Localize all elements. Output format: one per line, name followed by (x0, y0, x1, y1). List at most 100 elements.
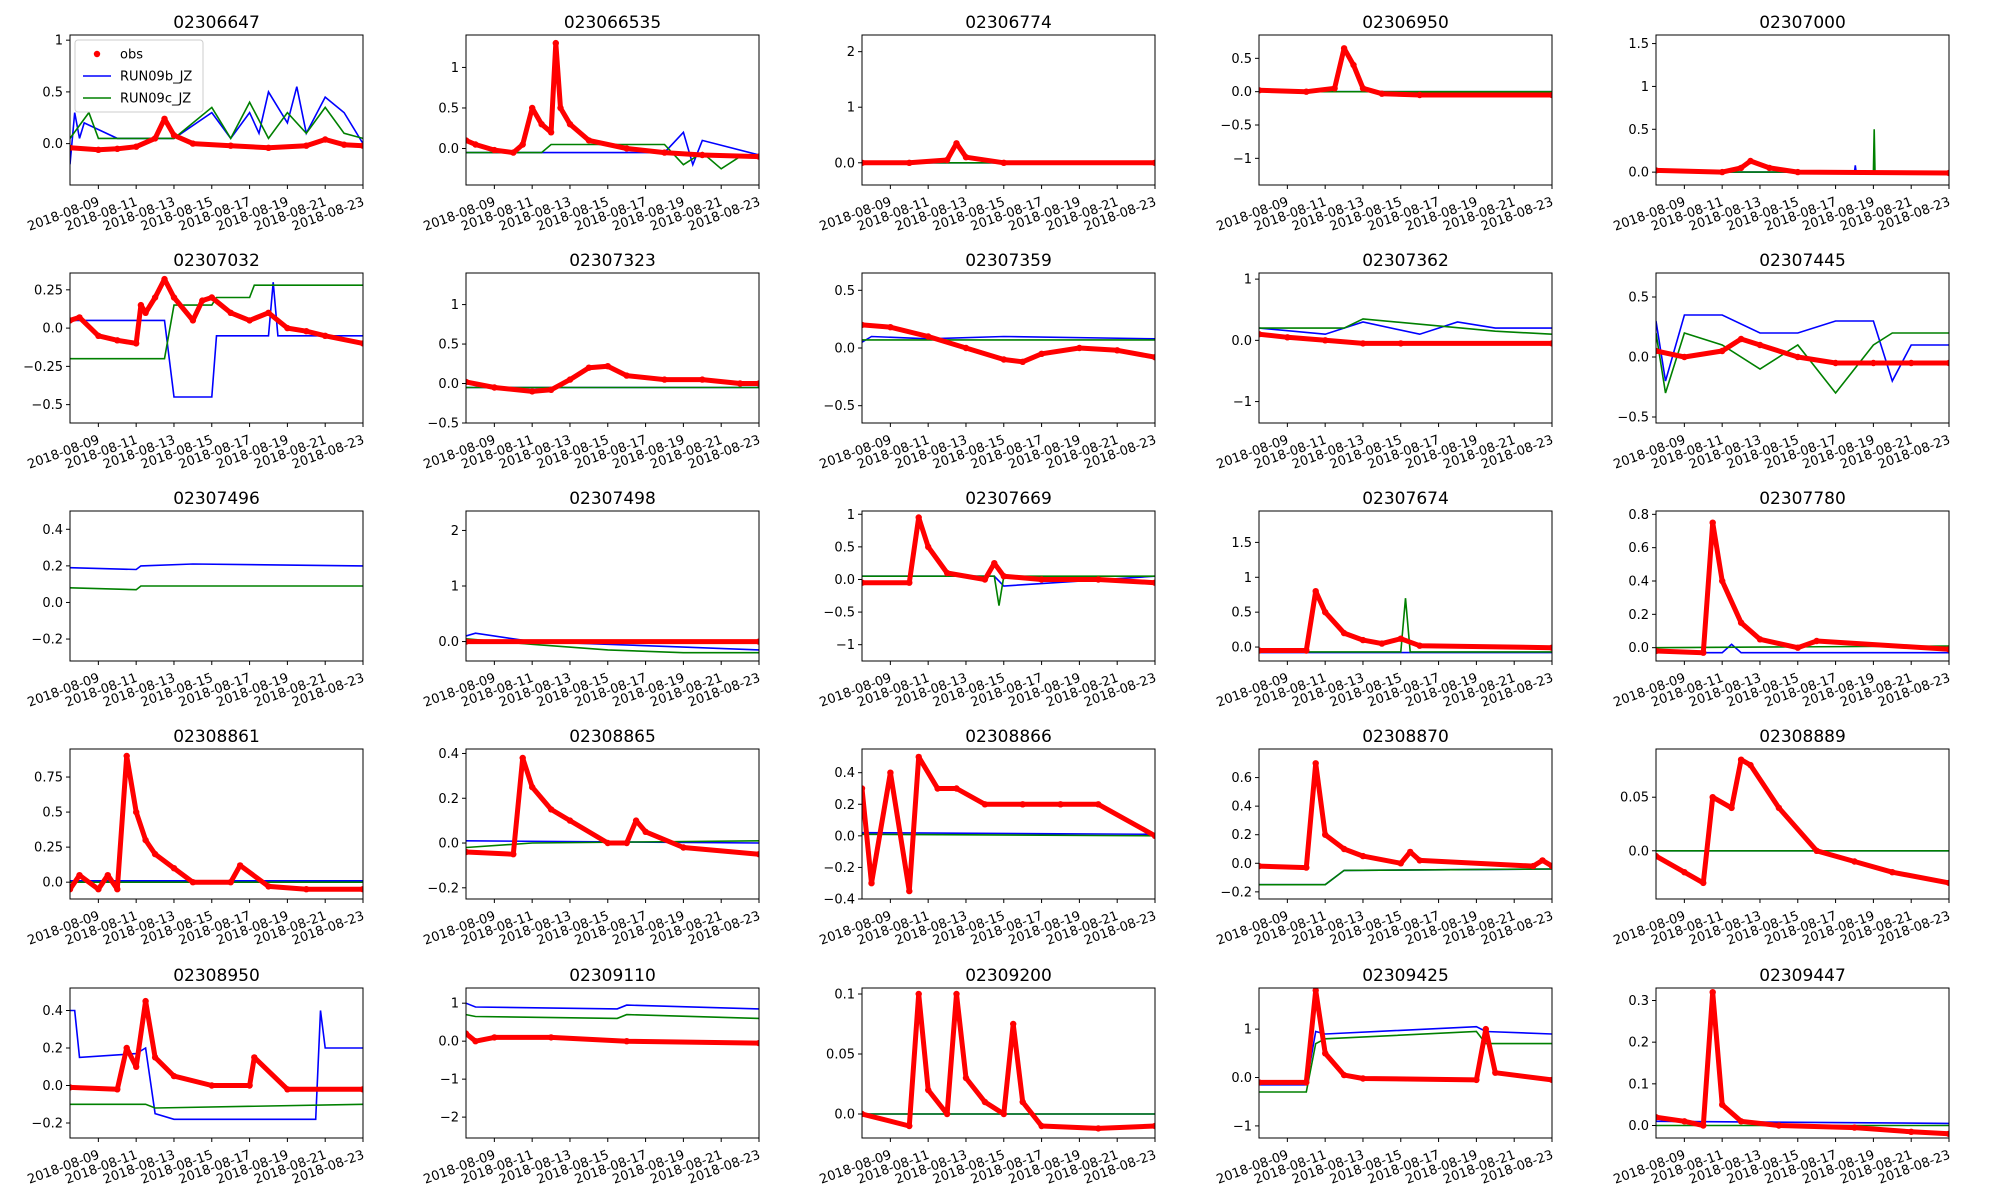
panel-title: 02308866 (965, 727, 1052, 747)
obs-point (1482, 1025, 1490, 1033)
obs-point (170, 865, 178, 872)
series-points-obs (466, 40, 759, 160)
obs-point (189, 140, 197, 147)
obs-point (123, 1044, 130, 1052)
obs-point (1794, 644, 1802, 651)
obs-point (133, 1063, 140, 1071)
y-tick-label: −0.2 (31, 1117, 63, 1132)
axes-frame (1258, 987, 1553, 1139)
obs-point (1656, 347, 1660, 355)
obs-point (359, 886, 363, 893)
obs-point (943, 1110, 951, 1118)
obs-point (95, 146, 102, 153)
series-line-RUN09c_JZ (1656, 129, 1949, 173)
y-tick-label: 0.1 (1628, 1077, 1649, 1092)
obs-point (1076, 344, 1083, 352)
y-tick-label: 1 (1244, 273, 1252, 288)
obs-point (1656, 1114, 1660, 1121)
obs-point (991, 560, 998, 567)
series-line-RUN09b_JZ (1259, 321, 1552, 336)
panel-title: 02308861 (173, 727, 260, 747)
obs-point (1775, 804, 1783, 812)
obs-point (1019, 801, 1026, 808)
obs-point (1303, 647, 1310, 654)
panel-title: 02306950 (1362, 13, 1449, 33)
obs-point (1038, 350, 1045, 357)
obs-point (114, 145, 121, 152)
obs-point (1756, 341, 1764, 349)
obs-point (1794, 168, 1802, 176)
series-points-obs (1259, 331, 1552, 346)
obs-point (1010, 1020, 1017, 1028)
series-line-RUN09b_JZ (466, 130, 759, 168)
obs-point (1114, 347, 1121, 354)
panel-title: 02309425 (1362, 966, 1449, 986)
panel-title: 02307445 (1759, 251, 1846, 271)
y-tick-label: 0.0 (1231, 85, 1252, 100)
obs-point (170, 1072, 178, 1080)
obs-point (1322, 831, 1329, 838)
legend-label: RUN09b_JZ (120, 70, 192, 85)
y-tick-label: 0.0 (438, 142, 459, 157)
y-tick-label: 1 (847, 508, 855, 523)
series-points-obs (862, 515, 1155, 586)
obs-point (284, 324, 291, 332)
obs-point (1851, 858, 1858, 865)
obs-point (1700, 879, 1707, 887)
panel-02306647: 023066470.00.512018-08-092018-08-112018-… (26, 13, 367, 235)
obs-point (1312, 988, 1319, 994)
obs-point (1756, 636, 1764, 643)
obs-point (1340, 845, 1348, 853)
panel-02307445: 02307445−0.50.00.52018-08-092018-08-1120… (1612, 251, 1953, 473)
obs-point (1719, 347, 1726, 355)
y-tick-label: 0.0 (1628, 166, 1649, 181)
axes-frame (1258, 272, 1553, 424)
obs-point (208, 1082, 215, 1089)
series-points-obs (1259, 588, 1552, 653)
panel-02306774: 023067740.0122018-08-092018-08-112018-08… (818, 13, 1159, 235)
y-tick-label: 0.0 (42, 876, 63, 891)
axes-frame (1655, 987, 1950, 1139)
obs-point (70, 886, 74, 893)
panel-02307359: 02307359−0.50.00.52018-08-092018-08-1120… (818, 251, 1159, 473)
y-tick-label: 0.0 (1231, 641, 1252, 656)
obs-point (529, 104, 536, 112)
panel-02307780: 023077800.00.20.40.60.82018-08-092018-08… (1612, 489, 1953, 711)
series-points-obs (1259, 760, 1552, 871)
series-line-RUN09c_JZ (1259, 318, 1552, 335)
obs-point (1359, 852, 1367, 860)
series-line-RUN09b_JZ (70, 282, 363, 398)
panel-02308866: 02308866−0.4−0.20.00.20.42018-08-092018-… (818, 727, 1159, 949)
obs-point (340, 141, 348, 148)
series-points-obs (862, 754, 1155, 894)
y-tick-label: 0.2 (834, 798, 855, 813)
obs-point (1832, 359, 1839, 367)
obs-point (1870, 359, 1877, 367)
obs-point (962, 1074, 970, 1082)
panel-title: 02306774 (965, 13, 1052, 33)
obs-point (566, 817, 574, 824)
y-tick-label: −0.5 (1220, 119, 1252, 134)
obs-point (1719, 1101, 1726, 1108)
obs-point (1057, 801, 1064, 808)
obs-point (1747, 157, 1754, 165)
obs-point (246, 317, 253, 324)
obs-point (1312, 760, 1319, 767)
y-tick-label: −0.5 (427, 417, 459, 432)
panel-title: 02307780 (1759, 489, 1846, 509)
obs-point (1700, 649, 1707, 656)
axes-frame (1258, 34, 1553, 186)
y-tick-label: 0.0 (834, 573, 855, 588)
obs-point (547, 806, 555, 813)
obs-point (303, 328, 310, 335)
obs-point (943, 569, 951, 577)
series-line-RUN09b_JZ (1656, 314, 1949, 384)
obs-point (915, 990, 922, 998)
y-tick-label: −1 (1233, 1119, 1252, 1134)
obs-point (1038, 576, 1045, 583)
obs-point (170, 132, 178, 139)
series-line-RUN09b_JZ (862, 831, 1155, 836)
series-points-obs (1656, 520, 1949, 656)
y-tick-label: 1 (847, 101, 855, 116)
